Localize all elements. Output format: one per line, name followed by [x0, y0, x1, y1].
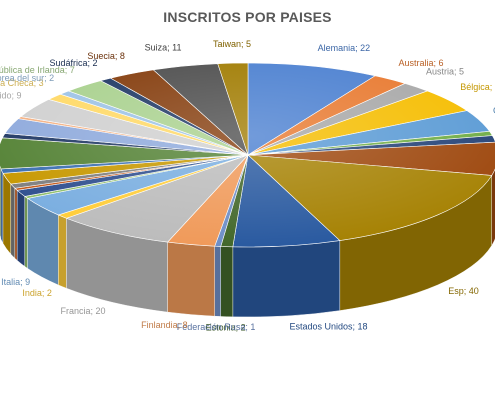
slice-label-9: Estados Unidos; 18: [289, 322, 367, 332]
pie-slice-side-18: [14, 187, 18, 261]
slice-label-31: Suecia; 8: [87, 51, 125, 61]
pie-slice-side-19: [10, 183, 16, 259]
pie-slice-side-10: [220, 246, 234, 318]
pie-slice-side-14: [58, 214, 67, 289]
slice-label-1: Australia; 6: [398, 58, 443, 68]
slice-label-14: India; 2: [22, 288, 52, 298]
slice-label-8: Esp; 40: [448, 286, 479, 296]
pie-slice-side-17: [16, 189, 25, 267]
slice-label-4: Ca; 10: [493, 105, 495, 115]
slice-label-29: República de Irlanda; 7: [0, 65, 75, 75]
pie-highlight: [0, 63, 495, 247]
slice-label-30: Sudáfrica; 2: [49, 58, 97, 68]
slice-label-12: Finlandia; 8: [141, 320, 188, 330]
slice-label-28: de Corea del sur; 2: [0, 73, 54, 83]
slice-label-0: Alemania; 22: [318, 43, 371, 53]
pie-slice-side-11: [214, 245, 221, 317]
pie-slice-side-21: [0, 168, 4, 244]
pie-slice-side-9: [232, 240, 341, 318]
slice-label-26: ido; 9: [0, 91, 22, 101]
slice-label-3: Bélgica; 11: [460, 82, 495, 92]
slice-label-27: lica Checa; 3: [0, 78, 44, 88]
slice-label-15: Italia; 9: [1, 277, 30, 287]
slice-label-11: Federación Rusa; 1: [177, 322, 256, 332]
chart-title: INSCRITOS POR PAISES: [163, 9, 332, 25]
pie-slice-side-20: [2, 173, 12, 255]
slice-label-10: Estonia; 2: [206, 323, 246, 333]
pie-slice-side-12: [167, 241, 215, 317]
pie-slice-side-22: [0, 165, 2, 239]
slice-label-2: Austria; 5: [426, 67, 464, 77]
slice-label-33: Taiwan; 5: [213, 39, 251, 49]
slice-label-13: Francia; 20: [60, 306, 105, 316]
pie-slice-side-16: [24, 196, 28, 269]
slice-label-32: Suiza; 11: [145, 42, 182, 52]
